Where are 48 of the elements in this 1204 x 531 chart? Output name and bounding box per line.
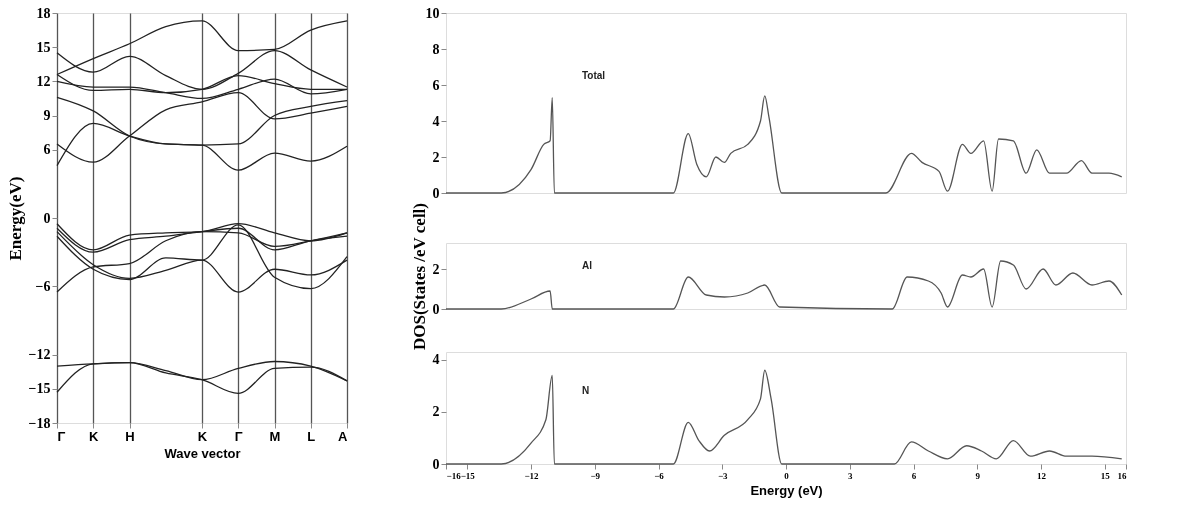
y-tick-label: 10 <box>425 5 440 21</box>
x-tick-label: 3 <box>848 470 853 481</box>
y-tick-label: 2 <box>432 404 440 420</box>
y-axis-title: Energy(eV) <box>5 176 25 261</box>
y-tick-label: −12 <box>28 347 51 363</box>
text: Al <box>582 260 593 272</box>
y-tick-label: 0 <box>432 301 440 317</box>
y-tick-label: 8 <box>432 41 440 57</box>
x-tick-label: Γ <box>57 428 66 444</box>
x-tick-label: 9 <box>975 470 981 481</box>
x-tick-label: −12 <box>524 470 540 481</box>
text: Total <box>582 70 606 81</box>
y-tick-label: 9 <box>43 108 51 123</box>
y-tick-label: −15 <box>28 381 51 397</box>
x-tick-label: 16 <box>1117 470 1127 481</box>
x-tick-label: 15 <box>1100 470 1111 481</box>
y-tick-label: 0 <box>43 210 51 226</box>
x-tick-label: −6 <box>654 470 665 481</box>
y-tick-label: −6 <box>35 278 51 294</box>
y-tick-label: 2 <box>432 149 440 165</box>
x-tick-label: L <box>307 428 316 444</box>
x-tick-label: 12 <box>1037 470 1047 481</box>
x-tick-label: K <box>89 428 100 444</box>
y-tick-label: 12 <box>36 73 51 89</box>
x-axis-title: Wave vector <box>164 445 241 461</box>
x-tick-label: K <box>197 428 208 444</box>
y-tick-label: 0 <box>432 185 440 201</box>
y-tick-label: 4 <box>432 113 440 129</box>
x-tick-label: 6 <box>911 470 917 481</box>
y-tick-label: 6 <box>43 142 51 158</box>
x-tick-label: −16 <box>446 470 462 481</box>
y-tick-label: 4 <box>432 352 440 368</box>
x-tick-label: M <box>269 428 281 444</box>
text: N <box>582 385 590 397</box>
x-tick-label: −3 <box>717 470 729 481</box>
y-tick-label: 6 <box>432 77 440 93</box>
y-tick-label: −18 <box>28 415 51 431</box>
y-tick-label: 18 <box>36 5 51 21</box>
y-tick-label: 15 <box>36 39 51 55</box>
y-tick-label: 2 <box>432 261 440 277</box>
x-tick-label: −15 <box>460 470 476 481</box>
x-axis-title: Energy (eV) <box>750 482 823 498</box>
x-tick-label: H <box>125 428 135 444</box>
x-tick-label: 0 <box>784 470 790 481</box>
x-tick-label: A <box>338 428 349 444</box>
x-tick-label: Γ <box>234 428 243 444</box>
y-axis-title: DOS(States /eV cell) <box>409 203 429 350</box>
x-tick-label: −9 <box>590 470 601 481</box>
